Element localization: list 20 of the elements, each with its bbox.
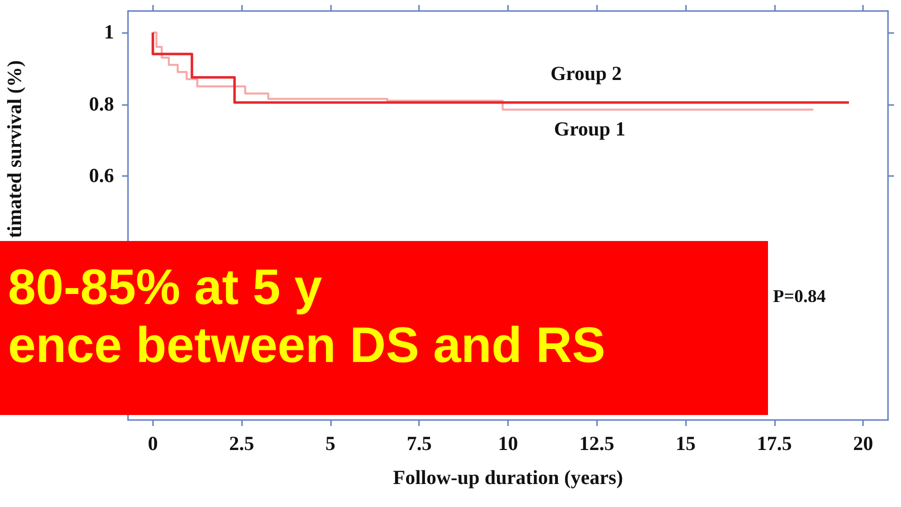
x-axis-title: Follow-up duration (years) bbox=[393, 467, 623, 489]
annotation: P=0.84 bbox=[773, 286, 826, 307]
x-tick-label: 17.5 bbox=[756, 433, 792, 455]
series-label: Group 2 bbox=[550, 62, 622, 85]
x-tick-label: 12.5 bbox=[579, 433, 614, 455]
x-tick-label: 15 bbox=[676, 433, 696, 455]
x-tick-label: 7.5 bbox=[406, 433, 432, 455]
annotation: ence between DS and RS bbox=[8, 316, 606, 374]
y-tick-label: 0.6 bbox=[89, 165, 114, 188]
banner: 80-85% at 5 y ence between DS and RS bbox=[0, 241, 768, 415]
x-tick-label: 0 bbox=[148, 433, 158, 455]
x-tick-label: 20 bbox=[853, 433, 874, 455]
x-tick-label: 2.5 bbox=[229, 433, 254, 455]
series-label: Group 1 bbox=[554, 118, 626, 140]
x-tick-label: 10 bbox=[498, 433, 518, 455]
y-tick-label: 0.8 bbox=[89, 93, 114, 116]
annotation: 80-85% at 5 y bbox=[8, 259, 324, 316]
y-tick-label: 1 bbox=[104, 22, 114, 44]
x-tick-label: 5 bbox=[325, 433, 336, 455]
y-axis-title: timated survival (%) bbox=[4, 60, 26, 238]
